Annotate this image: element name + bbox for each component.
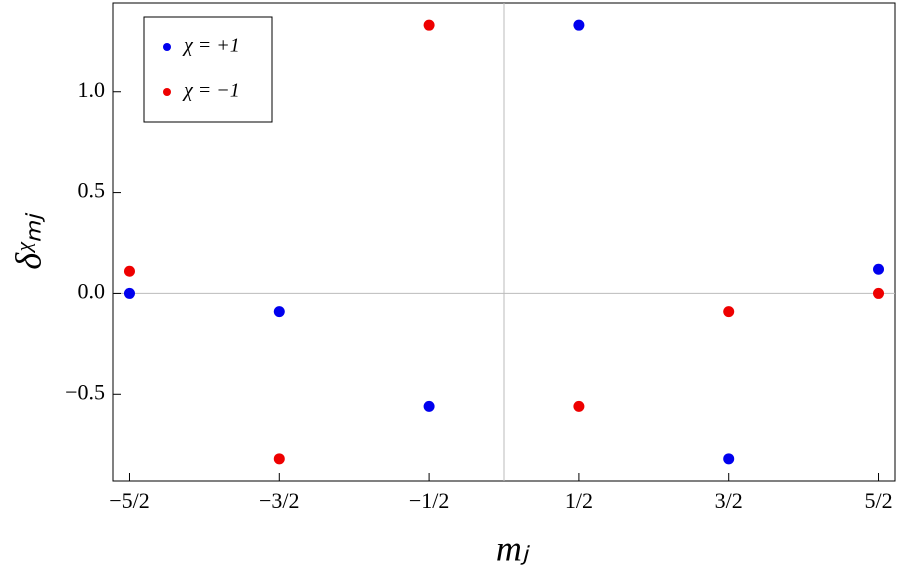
point bbox=[573, 19, 585, 31]
legend-marker bbox=[163, 88, 171, 96]
x-tick-label: 1/2 bbox=[565, 488, 593, 513]
legend-label: χ = −1 bbox=[182, 80, 240, 102]
y-tick-label: −0.5 bbox=[65, 379, 105, 404]
x-tick-label: −5/2 bbox=[109, 488, 150, 513]
point bbox=[273, 453, 285, 465]
legend-box bbox=[143, 16, 273, 123]
x-tick-label: 5/2 bbox=[864, 488, 892, 513]
legend-label: χ = +1 bbox=[182, 35, 240, 57]
y-tick-label: 0.0 bbox=[78, 278, 106, 303]
point bbox=[123, 265, 135, 277]
x-tick-label: −1/2 bbox=[409, 488, 450, 513]
x-axis-title: mⱼ bbox=[496, 528, 531, 568]
point bbox=[573, 400, 585, 412]
point bbox=[123, 287, 135, 299]
y-tick-label: 0.5 bbox=[78, 178, 106, 203]
y-axis-title: δᵡₘⱼ bbox=[8, 212, 48, 270]
point bbox=[873, 287, 885, 299]
point bbox=[723, 453, 735, 465]
legend-marker bbox=[163, 43, 171, 51]
x-tick-label: 3/2 bbox=[715, 488, 743, 513]
y-tick-label: 1.0 bbox=[78, 77, 106, 102]
point bbox=[873, 263, 885, 275]
point bbox=[273, 306, 285, 318]
point bbox=[423, 19, 435, 31]
point bbox=[423, 400, 435, 412]
x-tick-label: −3/2 bbox=[259, 488, 300, 513]
point bbox=[723, 306, 735, 318]
